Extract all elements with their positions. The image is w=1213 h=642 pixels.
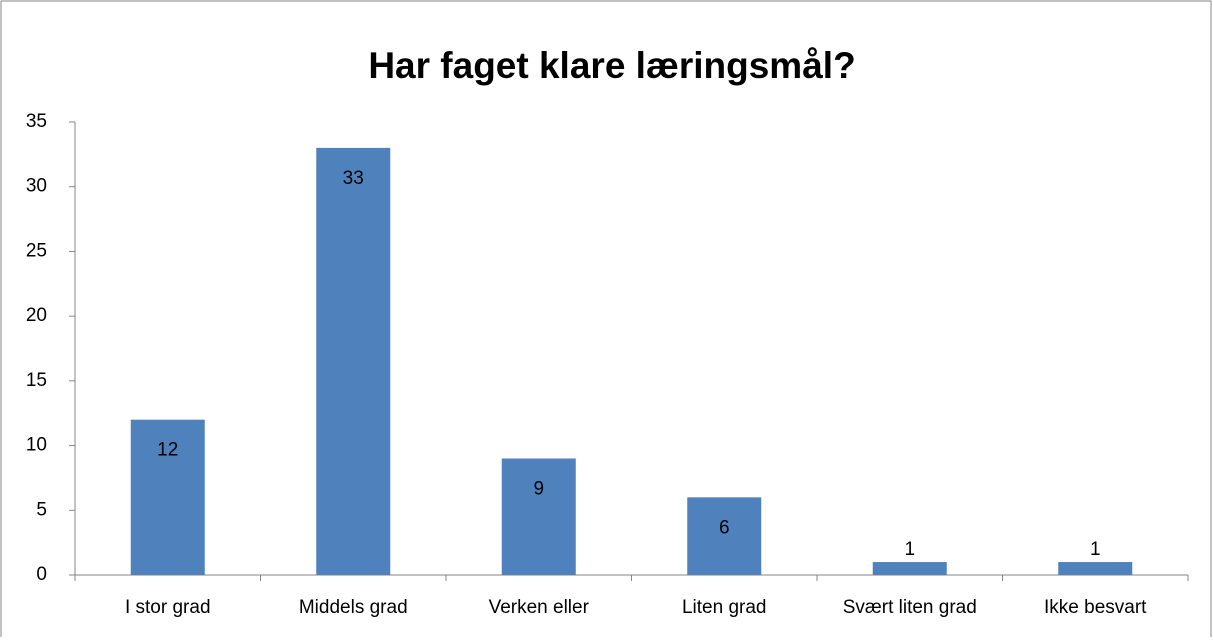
y-tick-label: 35 (26, 111, 47, 132)
bar (687, 497, 762, 575)
data-label: 9 (533, 479, 544, 500)
x-tick-label: Verken eller (489, 597, 590, 618)
x-tick-label: I stor grad (125, 597, 211, 618)
x-tick-label: Liten grad (682, 597, 767, 618)
y-tick-label: 10 (26, 435, 47, 456)
y-tick-label: 20 (26, 305, 47, 326)
x-tick-label: Svært liten grad (843, 597, 977, 618)
y-tick-label: 5 (36, 499, 47, 520)
data-label: 1 (904, 539, 915, 560)
chart-title: Har faget klare læringsmål? (368, 45, 855, 86)
bar (130, 419, 205, 575)
y-tick-label: 0 (36, 564, 47, 585)
y-tick-label: 15 (26, 370, 47, 391)
bar (501, 458, 576, 575)
bar (1058, 562, 1133, 575)
y-tick-label: 30 (26, 176, 47, 197)
bar (316, 147, 391, 575)
data-label: 1 (1090, 539, 1101, 560)
x-tick-label: Ikke besvart (1044, 597, 1147, 618)
data-label: 12 (157, 440, 178, 461)
y-tick-label: 25 (26, 240, 47, 261)
bar (872, 562, 947, 575)
data-label: 33 (343, 168, 364, 189)
x-tick-label: Middels grad (299, 597, 408, 618)
data-label: 6 (719, 517, 730, 538)
